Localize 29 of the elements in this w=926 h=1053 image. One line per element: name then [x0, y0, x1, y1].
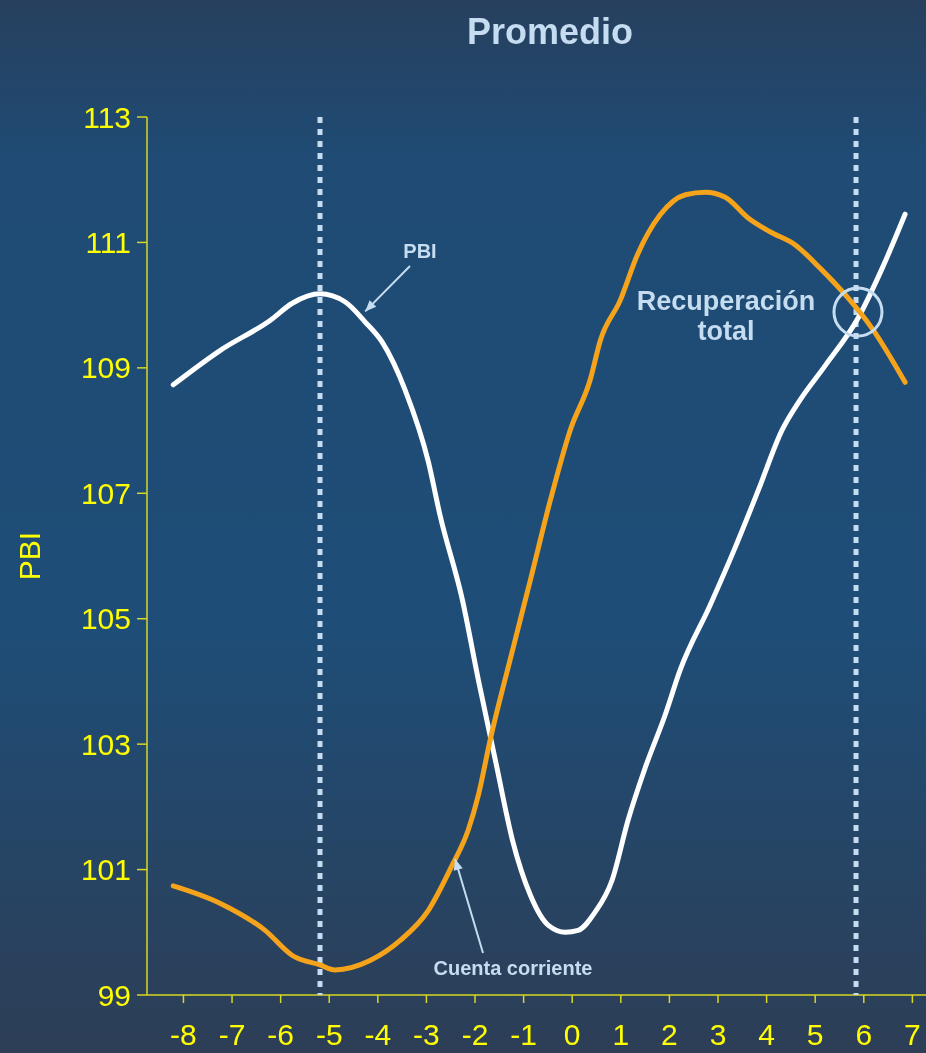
- x-tick-label: 1: [612, 1018, 630, 1051]
- x-tick-label: 2: [661, 1018, 678, 1051]
- y-tick-label: 113: [83, 100, 131, 134]
- x-tick-label: 6: [855, 1018, 873, 1051]
- x-tick-label: 3: [709, 1018, 727, 1051]
- x-tick-label: -3: [413, 1018, 440, 1051]
- y-tick-label: 109: [80, 351, 131, 385]
- x-tick-label: 0: [563, 1018, 581, 1051]
- y-tick-label: 103: [80, 727, 131, 761]
- y-tick-label: 105: [80, 602, 131, 636]
- y-tick-label: 101: [80, 853, 131, 887]
- x-tick-label: 5: [806, 1018, 824, 1051]
- x-tick-label: -5: [315, 1018, 343, 1051]
- x-tick-label: -6: [267, 1018, 294, 1051]
- x-tick-label: -2: [461, 1018, 489, 1051]
- y-tick-label: 111: [85, 225, 131, 259]
- annotation: Cuenta corriente: [433, 957, 593, 979]
- annotation: PBI: [403, 240, 437, 262]
- y-tick-label: 99: [97, 978, 131, 1012]
- x-tick-label: -1: [510, 1018, 537, 1051]
- x-tick-label: -8: [170, 1018, 197, 1051]
- chart-title: Promedio: [466, 11, 634, 52]
- x-tick-label: 4: [758, 1018, 775, 1051]
- x-tick-label: -7: [218, 1018, 246, 1051]
- y-tick-label: 107: [80, 476, 131, 510]
- x-tick-label: 7: [904, 1018, 921, 1051]
- x-tick-label: -4: [364, 1018, 392, 1051]
- annotation: Recuperación total: [636, 286, 816, 346]
- y-axis-title: PBI: [13, 531, 46, 581]
